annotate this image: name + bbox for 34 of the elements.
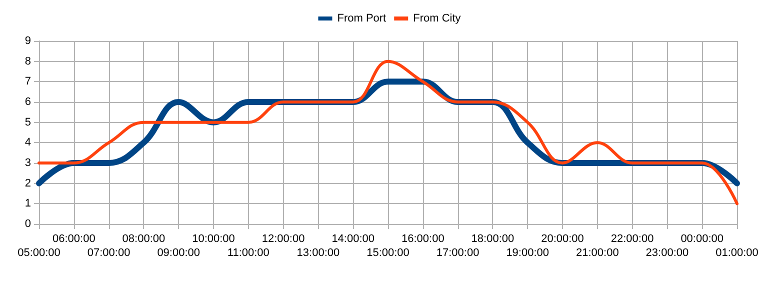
x-tick-label: 09:00:00: [157, 247, 200, 259]
x-tick-label: 11:00:00: [227, 247, 270, 259]
x-tick-label: 00:00:00: [680, 233, 724, 245]
y-tick-label: 2: [24, 177, 31, 190]
y-tick-label: 1: [24, 198, 31, 210]
x-tick-label: 16:00:00: [401, 233, 444, 245]
x-tick-label: 17:00:00: [436, 247, 480, 259]
x-tick-label: 14:00:00: [332, 233, 375, 245]
legend-label: From City: [413, 12, 462, 24]
x-tick-label: 13:00:00: [296, 247, 340, 259]
x-tick-label: 10:00:00: [192, 233, 235, 245]
y-tick-label: 8: [24, 55, 31, 68]
x-tick-label: 18:00:00: [471, 233, 514, 245]
y-tick-label: 3: [24, 157, 31, 169]
x-tick-label: 06:00:00: [52, 233, 96, 245]
y-tick-label: 6: [24, 96, 31, 108]
x-tick-label: 07:00:00: [87, 247, 130, 259]
x-tick-label: 05:00:00: [18, 247, 60, 259]
x-tick-label: 19:00:00: [506, 247, 550, 259]
legend-label: From Port: [337, 12, 386, 24]
x-tick-label: 20:00:00: [541, 233, 584, 245]
y-tick-label: 0: [24, 218, 31, 230]
x-tick-label: 21:00:00: [576, 247, 619, 259]
y-tick-label: 7: [24, 76, 31, 88]
x-tick-label: 15:00:00: [366, 247, 410, 259]
x-tick-label: 12:00:00: [262, 233, 305, 245]
line-series: [38, 60, 738, 206]
x-tick-label: 23:00:00: [646, 247, 689, 259]
x-tick-label: 01:00:00: [716, 247, 758, 259]
y-tick-label: 5: [24, 116, 31, 128]
y-tick-label: 4: [24, 136, 31, 149]
y-tick-label: 9: [24, 35, 31, 47]
x-tick-label: 08:00:00: [122, 233, 166, 245]
x-tick-label: 22:00:00: [610, 233, 654, 245]
